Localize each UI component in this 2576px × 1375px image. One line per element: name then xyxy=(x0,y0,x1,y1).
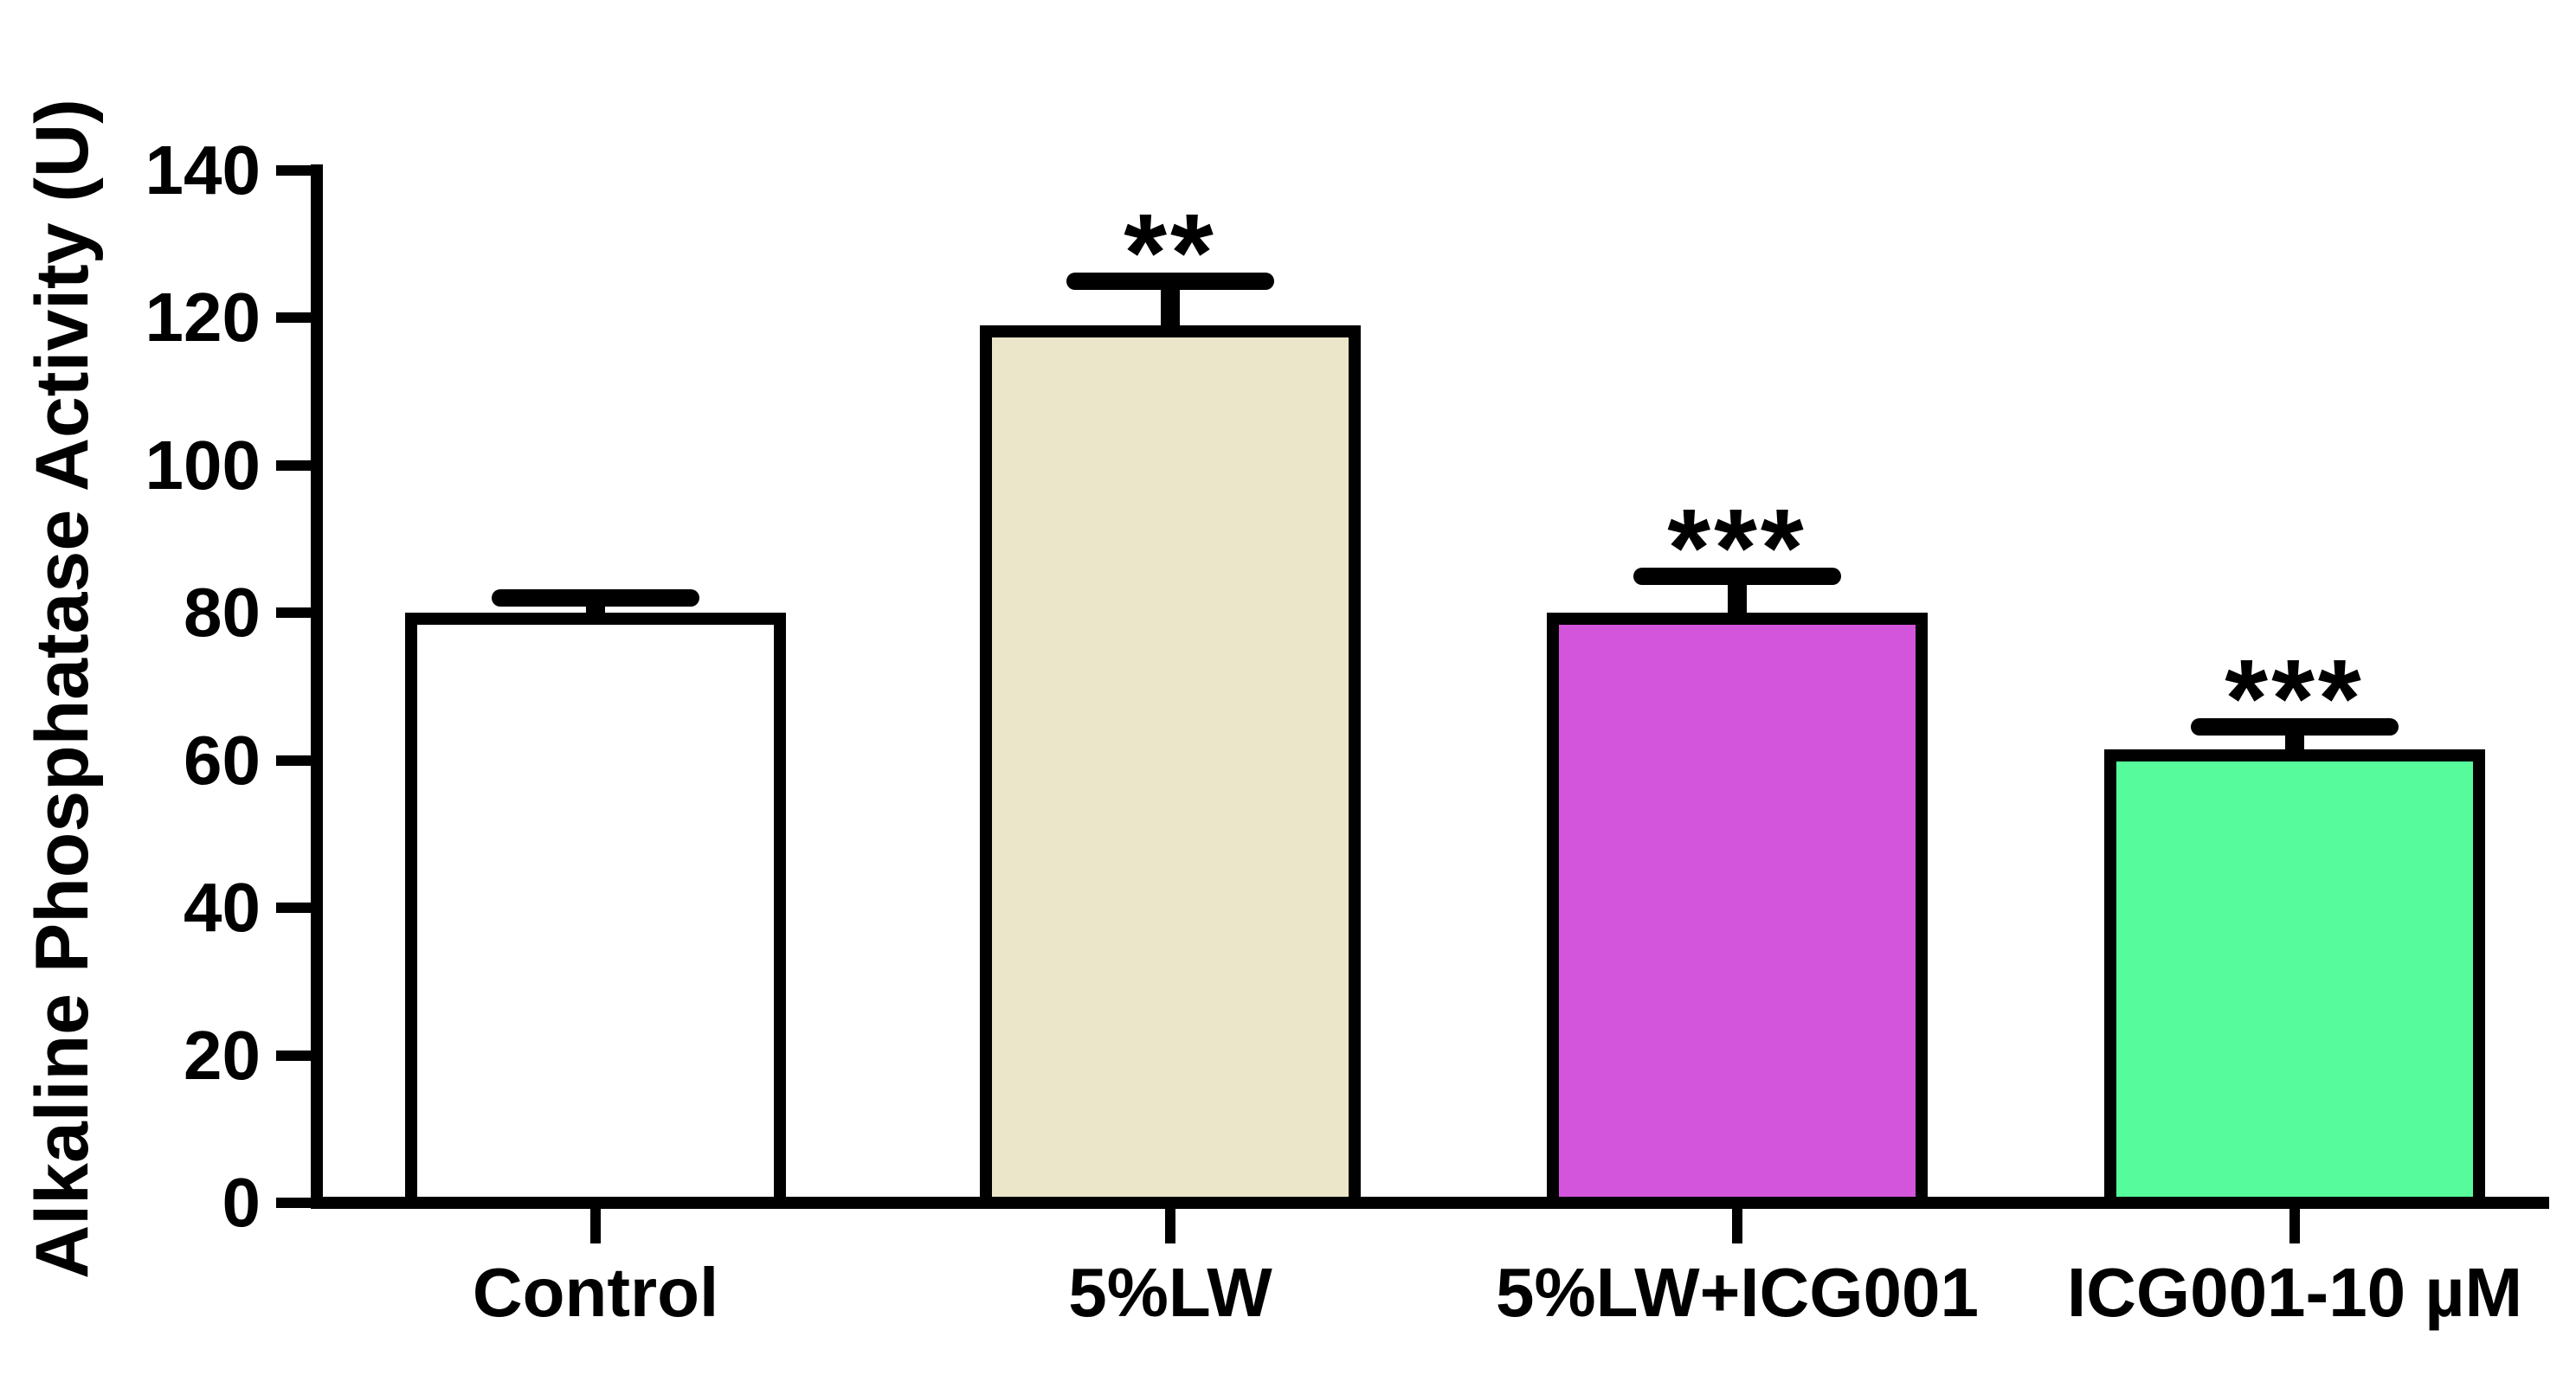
bar xyxy=(405,613,786,1209)
significance-marker: ** xyxy=(1124,190,1217,315)
x-axis-line xyxy=(311,1197,2549,1209)
error-bar-stem xyxy=(1161,280,1180,325)
y-tick-label: 40 xyxy=(184,869,261,947)
y-tick-label: 120 xyxy=(145,279,261,357)
x-axis-tick xyxy=(1732,1209,1742,1243)
y-tick-label: 140 xyxy=(145,132,261,209)
bar xyxy=(980,324,1361,1209)
significance-marker: *** xyxy=(1667,485,1807,610)
y-axis-tick xyxy=(276,1050,311,1061)
x-tick-label: 5%LW+ICG001 xyxy=(1495,1254,1979,1331)
bar xyxy=(1547,613,1928,1209)
error-bar-cap xyxy=(1066,272,1274,290)
y-axis-tick xyxy=(276,903,311,914)
y-axis-tick xyxy=(276,1198,311,1208)
bar xyxy=(2104,749,2485,1209)
error-bar-cap xyxy=(2191,718,2399,736)
y-tick-label: 100 xyxy=(145,426,261,504)
y-axis-tick xyxy=(276,459,311,471)
y-tick-label: 80 xyxy=(184,574,261,652)
y-tick-label: 0 xyxy=(222,1164,261,1241)
y-axis-tick xyxy=(276,755,311,766)
x-axis-tick xyxy=(1165,1209,1175,1243)
y-axis-tick xyxy=(276,165,311,176)
significance-marker: *** xyxy=(2225,637,2365,761)
error-bar-stem xyxy=(1728,575,1747,614)
error-bar-cap xyxy=(1633,567,1841,585)
x-tick-label: 5%LW xyxy=(1068,1254,1272,1331)
x-tick-label: Control xyxy=(472,1254,719,1331)
y-tick-label: 60 xyxy=(184,721,261,799)
y-axis-line xyxy=(311,164,323,1209)
error-bar-cap xyxy=(492,589,699,607)
y-tick-label: 20 xyxy=(184,1016,261,1094)
y-axis-tick xyxy=(276,312,311,324)
x-axis-tick xyxy=(590,1209,601,1243)
y-axis-tick xyxy=(276,607,311,619)
x-axis-tick xyxy=(2289,1209,2300,1243)
x-tick-label: ICG001-10 µM xyxy=(2066,1254,2523,1331)
